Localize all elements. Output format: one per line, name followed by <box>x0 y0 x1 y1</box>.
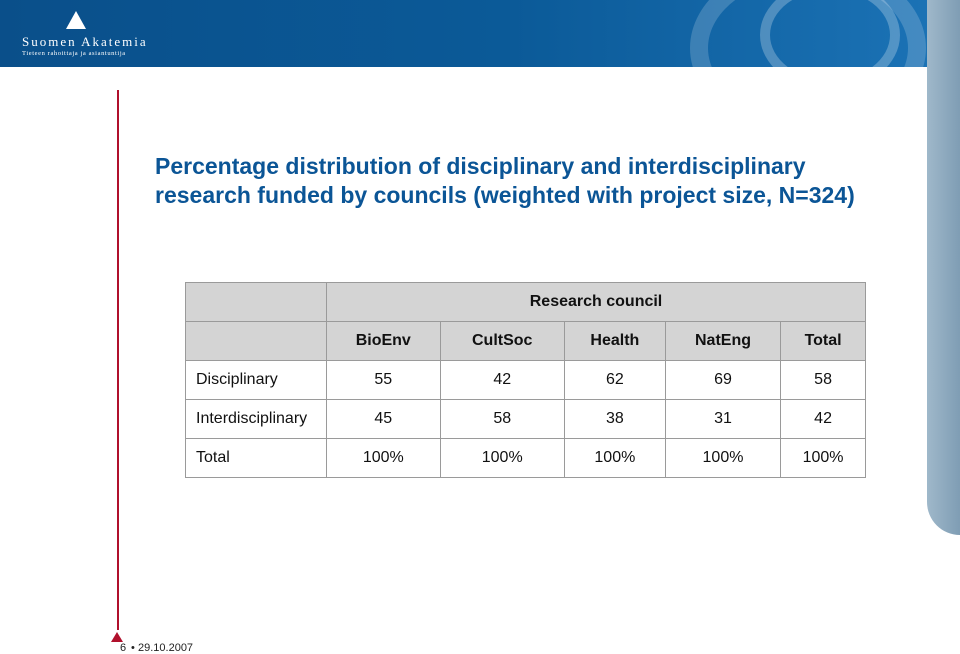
table-row: Interdisciplinary 45 58 38 31 42 <box>185 399 866 439</box>
slide-footer: 6 • 29.10.2007 <box>108 632 308 654</box>
column-header: CultSoc <box>439 321 565 361</box>
footer-separator: • <box>131 642 135 654</box>
row-label: Disciplinary <box>185 360 327 400</box>
header-banner: Suomen Akatemia Tieteen rahoittaja ja as… <box>0 0 930 67</box>
table-cell: 42 <box>780 399 866 439</box>
table-cell: 31 <box>664 399 782 439</box>
table-cell: 100% <box>563 438 666 478</box>
table-cell: 58 <box>439 399 565 439</box>
table-cell: 45 <box>326 399 441 439</box>
table-cell: 42 <box>439 360 565 400</box>
table-column-header-row: BioEnv CultSoc Health NatEng Total <box>185 321 866 361</box>
row-label: Total <box>185 438 327 478</box>
research-council-header: Research council <box>326 282 866 322</box>
column-header: Total <box>780 321 866 361</box>
column-header: BioEnv <box>326 321 441 361</box>
table-cell: 38 <box>563 399 666 439</box>
row-label: Interdisciplinary <box>185 399 327 439</box>
slide-title: Percentage distribution of disciplinary … <box>155 153 855 208</box>
table-cell: 100% <box>439 438 565 478</box>
column-header: NatEng <box>664 321 782 361</box>
table-cell: 100% <box>664 438 782 478</box>
logo-triangle-icon <box>66 11 86 29</box>
table-cell: 55 <box>326 360 441 400</box>
table-cell: 100% <box>780 438 866 478</box>
org-tagline: Tieteen rahoittaja ja asiantuntija <box>22 50 126 57</box>
column-header: Health <box>563 321 666 361</box>
org-name: Suomen Akatemia <box>22 34 148 49</box>
footer-triangle-icon <box>111 632 123 642</box>
table-corner-cell <box>185 282 327 322</box>
research-council-table: Research council BioEnv CultSoc Health N… <box>185 282 866 478</box>
table-corner-cell <box>185 321 327 361</box>
side-decoration-bar <box>927 0 960 535</box>
table-group-header-row: Research council <box>185 282 866 322</box>
table-cell: 58 <box>780 360 866 400</box>
slide-date: 29.10.2007 <box>138 642 194 654</box>
table-cell: 69 <box>664 360 782 400</box>
table-cell: 62 <box>563 360 666 400</box>
vertical-accent-line <box>117 90 119 630</box>
table-cell: 100% <box>326 438 441 478</box>
page-number: 6 <box>120 642 127 654</box>
table-row: Total 100% 100% 100% 100% 100% <box>185 438 866 478</box>
decorative-swirl-inner <box>760 0 900 67</box>
table-row: Disciplinary 55 42 62 69 58 <box>185 360 866 400</box>
